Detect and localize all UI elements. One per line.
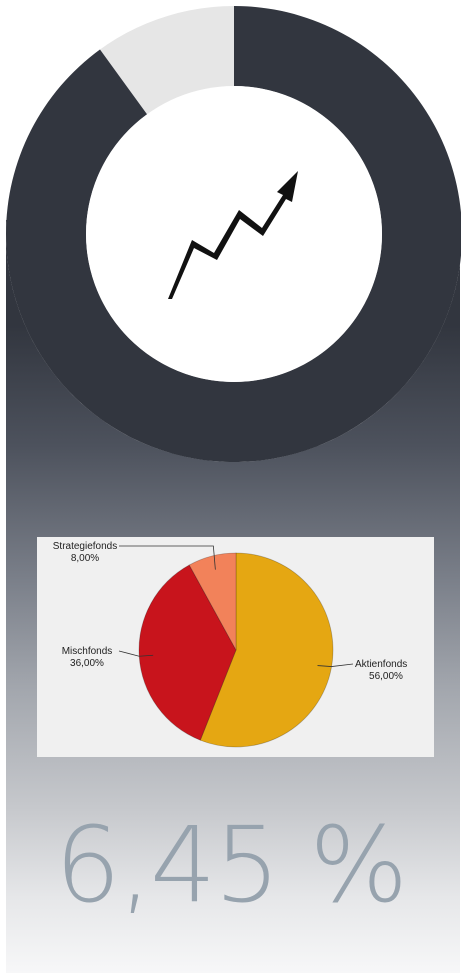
pie-leader-line xyxy=(119,545,216,570)
pie-leader-line xyxy=(317,663,354,667)
progress-ring xyxy=(0,0,461,470)
pie-slice-aktienfonds xyxy=(199,552,334,748)
progress-ring-fill xyxy=(6,6,461,462)
progress-ring-svg xyxy=(6,6,461,462)
progress-ring-center xyxy=(86,86,382,382)
pie-label-name: Strategiefonds xyxy=(53,541,118,552)
pie-label-name: Mischfonds xyxy=(62,646,113,657)
pie-label-value: 56,00% xyxy=(369,671,403,682)
pie-label-value: 8,00% xyxy=(71,553,99,564)
performance-value: 6,45 % xyxy=(54,804,408,926)
pie-label-value: 36,00% xyxy=(70,658,104,669)
pie-label-name: Aktienfonds xyxy=(355,659,407,670)
fund-allocation-chart: Aktienfonds 56,00% Mischfonds 36,00% Strateg… xyxy=(37,537,434,757)
pie-slice-strategiefonds xyxy=(188,552,237,651)
pie-leader-line xyxy=(118,650,154,657)
